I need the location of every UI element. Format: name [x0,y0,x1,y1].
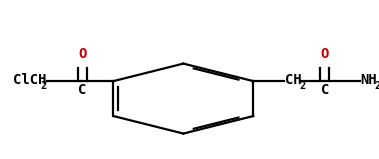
Text: O: O [321,47,329,61]
Text: C: C [78,83,86,97]
Text: NH: NH [360,73,377,87]
Text: ClCH: ClCH [13,73,47,87]
Text: 2: 2 [299,81,305,90]
Text: C: C [321,83,329,97]
Text: 2: 2 [374,81,379,90]
Text: CH: CH [285,73,302,87]
Text: O: O [78,47,86,61]
Text: 2: 2 [41,81,47,90]
